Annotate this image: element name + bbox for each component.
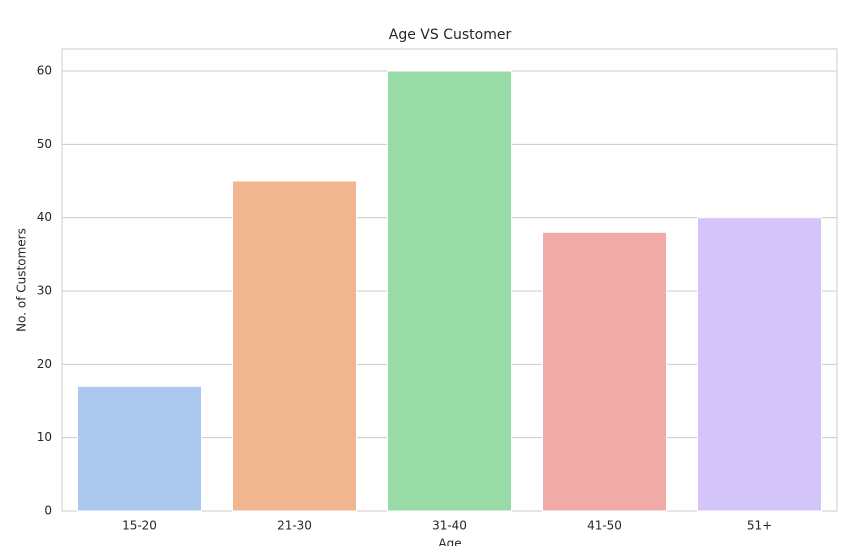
- x-tick-label: 51+: [747, 519, 772, 533]
- y-tick-label: 40: [37, 210, 52, 224]
- bar: [697, 217, 822, 512]
- bar: [232, 180, 357, 512]
- chart-title: Age VS Customer: [389, 27, 512, 43]
- x-tick-label: 31-40: [432, 519, 467, 533]
- y-tick-label: 0: [44, 504, 52, 518]
- bar: [542, 231, 667, 512]
- x-tick-label: 15-20: [122, 519, 157, 533]
- x-tick-label: 41-50: [587, 519, 622, 533]
- y-tick-label: 60: [37, 64, 52, 78]
- y-axis-label: No. of Customers: [15, 228, 29, 332]
- y-tick-label: 10: [37, 430, 52, 444]
- x-tick-label: 21-30: [277, 519, 312, 533]
- bar: [77, 385, 202, 512]
- bar: [387, 70, 512, 512]
- x-axis-label: Age: [438, 537, 461, 546]
- y-tick-label: 20: [37, 357, 52, 371]
- y-tick-label: 30: [37, 284, 52, 298]
- y-tick-label: 50: [37, 137, 52, 151]
